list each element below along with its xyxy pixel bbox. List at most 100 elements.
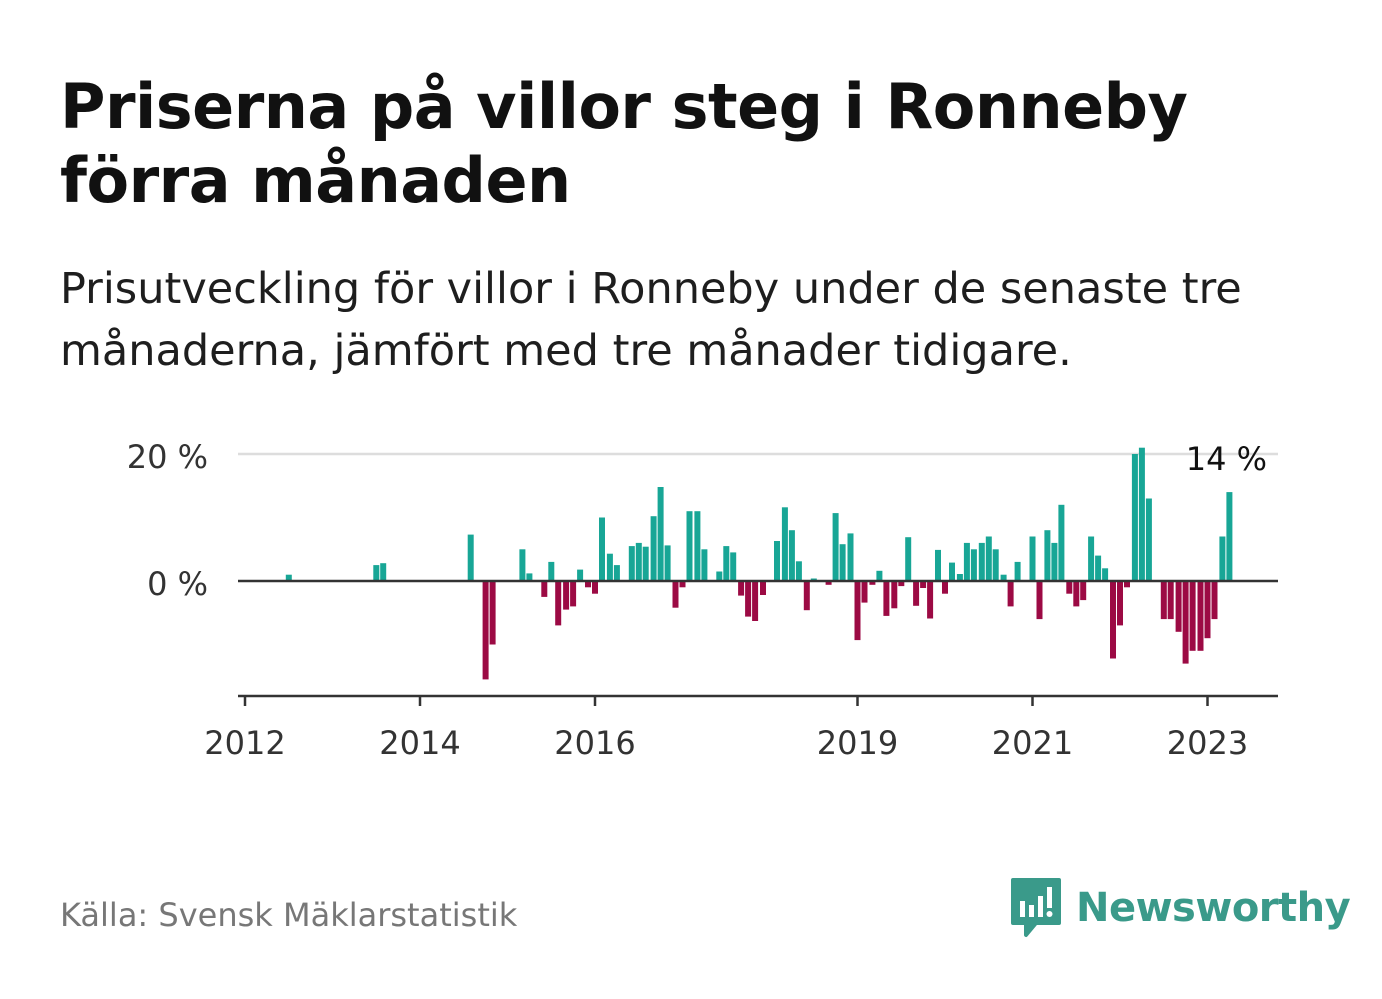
x-tick-label: 2016 — [554, 724, 635, 762]
bar — [730, 552, 737, 581]
bar — [1145, 498, 1152, 581]
bar — [1095, 555, 1102, 581]
bar — [956, 574, 963, 581]
bar — [672, 581, 679, 608]
bar — [1102, 568, 1109, 581]
brand-name: Newsworthy — [1076, 885, 1351, 931]
bar — [992, 549, 999, 582]
bar — [1167, 581, 1174, 620]
bar — [920, 581, 927, 588]
bar — [1138, 447, 1145, 581]
x-tick-label: 2012 — [204, 724, 285, 762]
bar — [738, 581, 745, 596]
bar — [1066, 581, 1073, 594]
bar — [752, 581, 759, 621]
bar — [628, 546, 635, 581]
bar — [1036, 581, 1043, 620]
bar — [1211, 581, 1218, 620]
bar — [1226, 492, 1233, 581]
bar-chart: 0 % 20 % 2012 2014 2016 2019 2021 2023 14 % — [127, 438, 1278, 762]
bar — [876, 570, 883, 581]
bar — [1044, 530, 1051, 581]
last-value-label: 14 % — [1186, 440, 1267, 478]
bar — [563, 581, 570, 610]
bar — [891, 581, 898, 609]
bar — [949, 562, 955, 581]
bar — [1160, 581, 1167, 620]
bar — [555, 581, 562, 626]
y-tick-label: 0 % — [147, 565, 208, 603]
source-note: Källa: Svensk Mäklarstatistik — [60, 896, 518, 934]
bar — [1204, 581, 1211, 639]
bar — [795, 561, 802, 581]
bar — [913, 581, 920, 606]
bar — [839, 544, 846, 581]
bar — [825, 581, 832, 585]
bar — [1182, 581, 1189, 664]
bar — [380, 563, 387, 581]
bar — [606, 553, 613, 581]
bar — [963, 542, 970, 581]
page-title: Priserna på villor steg i Ronneby förra … — [60, 70, 1188, 217]
bar — [970, 549, 977, 582]
bar — [482, 581, 489, 680]
bar — [788, 530, 795, 581]
x-tick-label: 2023 — [1167, 724, 1248, 762]
bar — [1007, 581, 1014, 607]
bar — [1073, 581, 1080, 607]
bar — [774, 541, 780, 581]
bar — [570, 581, 577, 607]
bar — [869, 581, 876, 585]
bar — [927, 581, 934, 619]
bar — [467, 534, 474, 581]
x-tick-label: 2019 — [817, 724, 898, 762]
bar — [985, 536, 992, 581]
x-tick-label: 2014 — [379, 724, 460, 762]
bar — [832, 513, 839, 581]
bar — [657, 487, 664, 581]
bar — [1058, 504, 1065, 581]
bar — [1197, 581, 1204, 651]
bar — [861, 581, 868, 603]
bar — [760, 581, 766, 595]
bar — [1029, 536, 1036, 581]
bar — [898, 581, 905, 587]
bar — [745, 581, 752, 617]
bar — [1131, 454, 1138, 581]
bar — [285, 574, 292, 581]
bar — [679, 581, 686, 588]
bar — [519, 549, 526, 582]
bar — [694, 511, 701, 581]
bar — [1051, 542, 1058, 581]
bar — [686, 511, 693, 581]
bar — [1014, 561, 1021, 581]
bar — [1080, 581, 1087, 601]
bar — [1088, 536, 1095, 581]
bar — [635, 542, 642, 581]
bar — [854, 581, 861, 641]
bar — [847, 533, 854, 581]
bar — [592, 581, 598, 594]
bar — [1175, 581, 1182, 632]
bar — [701, 549, 708, 582]
bar — [716, 571, 723, 581]
x-tick-label: 2021 — [992, 724, 1073, 762]
bar — [942, 581, 948, 594]
bar — [650, 516, 657, 581]
bar — [935, 549, 941, 581]
bar — [781, 507, 788, 581]
bar — [489, 581, 496, 645]
bar — [1189, 581, 1196, 651]
newsworthy-logo[interactable]: Newsworthy — [1010, 876, 1351, 940]
bar — [373, 565, 380, 581]
bar — [1000, 574, 1007, 581]
bar — [613, 565, 620, 581]
bar — [723, 546, 730, 581]
bar — [1219, 536, 1226, 581]
bar — [978, 542, 985, 581]
bar — [803, 581, 810, 611]
bar — [541, 581, 548, 597]
bar — [526, 573, 533, 581]
bar — [599, 517, 605, 581]
bar — [585, 581, 591, 588]
